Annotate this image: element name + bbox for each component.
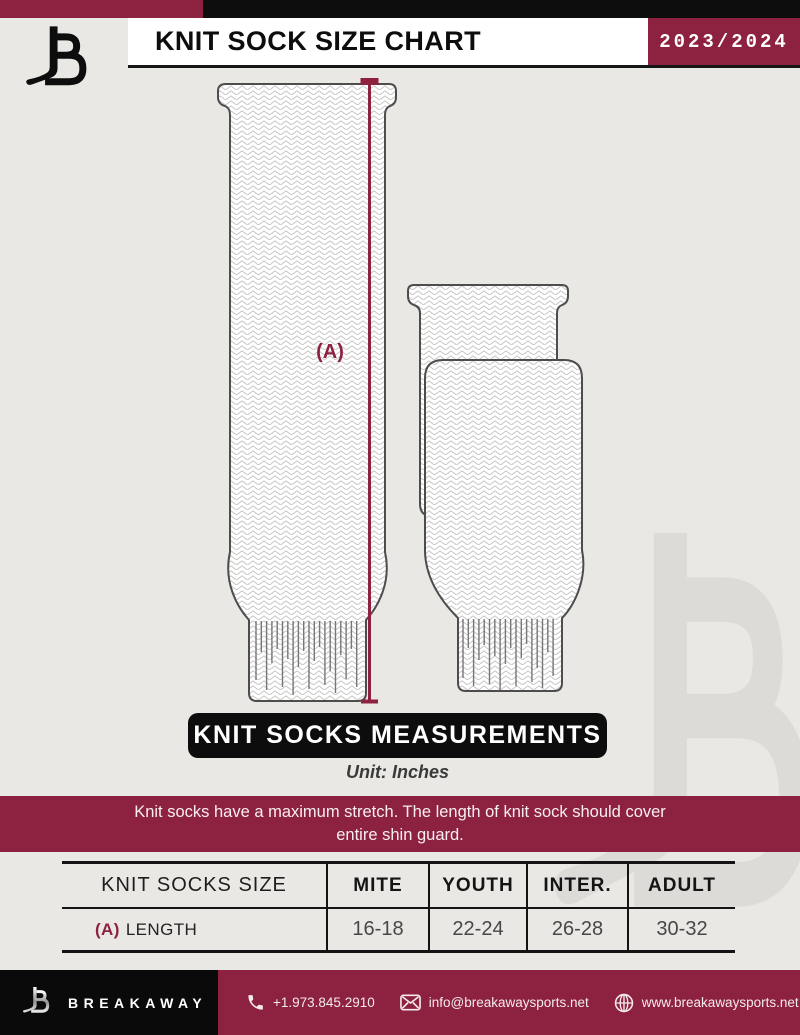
footer-phone: +1.973.845.2910 (246, 993, 375, 1012)
breakaway-footer-logo (22, 986, 50, 1013)
top-accent-bar-black (203, 0, 800, 18)
size-table: KNIT SOCKS SIZE MITE YOUTH INTER. ADULT … (62, 861, 735, 953)
large-sock (217, 83, 397, 702)
footer-brand-block: BREAKAWAY (0, 970, 218, 1035)
table-header-youth: YOUTH (430, 864, 528, 909)
length-label-text: LENGTH (125, 919, 198, 939)
unit-label: Unit: Inches (345, 762, 449, 782)
length-value-mite: 16-18 (328, 909, 430, 950)
measurements-banner-title: KNIT SOCKS MEASUREMENTS (193, 721, 602, 749)
footer-brand-name: BREAKAWAY (68, 994, 208, 1011)
phone-icon (248, 995, 263, 1010)
footer-phone-number: +1.973.845.2910 (273, 995, 375, 1010)
globe-icon (614, 993, 634, 1012)
footer-email: info@breakawaysports.net (399, 994, 589, 1011)
table-header-inter: INTER. (528, 864, 629, 909)
large-sock-ribbing (255, 621, 358, 695)
stretch-note-line2: entire shin guard. (336, 826, 464, 844)
title-box: KNIT SOCK SIZE CHART (128, 18, 648, 65)
footer-email-address: info@breakawaysports.net (428, 995, 589, 1010)
measurements-banner: KNIT SOCKS MEASUREMENTS (188, 713, 607, 758)
table-header-mite: MITE (328, 864, 430, 909)
table-row-length-label: (A) LENGTH (62, 909, 328, 950)
season-label: 2023/2024 (659, 30, 789, 53)
footer-website-url: www.breakawaysports.net (641, 995, 799, 1010)
footer-contact-block: +1.973.845.2910 info@breakawaysports.net… (218, 970, 800, 1035)
table-header-size: KNIT SOCKS SIZE (62, 864, 328, 909)
length-label-prefix: (A) (95, 919, 120, 939)
length-value-adult: 30-32 (656, 918, 708, 940)
small-sock-back (407, 284, 569, 517)
table-header-adult: ADULT (629, 864, 735, 909)
header: KNIT SOCK SIZE CHART 2023/2024 (128, 18, 800, 68)
measurement-line (360, 78, 379, 704)
breakaway-logo (26, 26, 87, 86)
email-icon (399, 994, 421, 1011)
measurement-label-a: (A) (316, 341, 344, 363)
length-value-inter: 26-28 (528, 909, 629, 950)
footer-website: www.breakawaysports.net (614, 993, 799, 1013)
stretch-note-line1: Knit socks have a maximum stretch. The l… (134, 803, 666, 822)
length-value-youth: 22-24 (430, 909, 528, 950)
page-title: KNIT SOCK SIZE CHART (155, 26, 482, 56)
stretch-note: Knit socks have a maximum stretch. The l… (0, 796, 800, 852)
footer: BREAKAWAY +1.973.845.2910 info@breakaway… (0, 970, 800, 1035)
top-accent-bar-maroon (0, 0, 203, 18)
small-sock-ribbing (462, 619, 554, 690)
season-badge: 2023/2024 (648, 18, 800, 65)
